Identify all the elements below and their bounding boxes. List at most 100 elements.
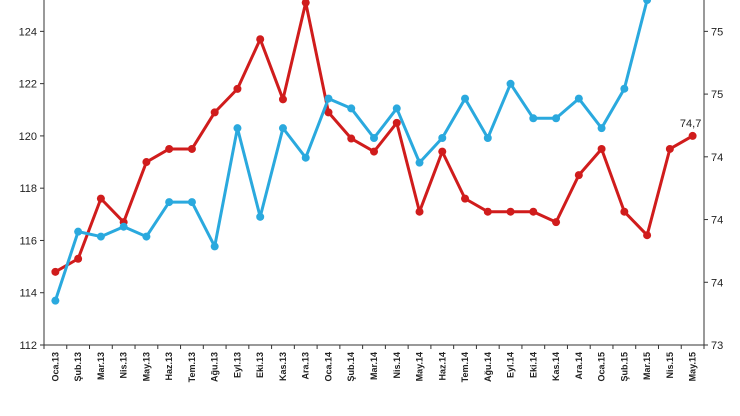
data-point [278,95,287,104]
data-point [461,94,470,103]
data-point [529,114,538,123]
data-point [278,124,287,133]
data-point [461,194,470,203]
left-y-tick-label: 116 [19,235,37,247]
data-point [438,134,447,142]
left-y-tick-label: 124 [19,26,37,38]
data-point [324,108,333,117]
x-tick-label: Ağu.13 [210,352,220,382]
x-tick-label: Nis.15 [665,352,675,379]
x-tick-label: May.15 [688,352,698,381]
x-tick-label: Nis.14 [392,352,402,379]
data-point [233,84,242,93]
x-tick-label: Kas.14 [551,352,561,381]
data-point [119,222,128,231]
right-y-tick-label: 73 [711,340,723,352]
chart-axes [43,0,705,346]
data-point [392,118,401,127]
right-y-tick-label: 74 [711,277,723,289]
data-point [96,194,105,203]
x-tick-label: Tem.13 [187,352,197,382]
data-point [688,131,697,140]
left-y-tick-label: 112 [19,340,37,352]
x-axis-ticks: Oca.13 Şub.13 Mar.13 Nis.13 May.13 Haz.13 Tem.… [43,345,705,382]
data-point [370,147,378,156]
right-y-axis-ticks: 73747474757576 [704,26,723,352]
data-point [392,104,401,113]
x-tick-label: Oca.15 [597,352,607,382]
x-tick-label: Haz.13 [164,352,174,381]
data-point [142,158,151,167]
data-label: 74,7 [680,118,701,130]
x-tick-label: Kas.13 [278,352,288,381]
data-point [552,218,561,227]
data-point [187,144,196,153]
x-tick-label: Eyl.14 [506,352,516,378]
x-tick-label: Eki.13 [255,352,265,378]
data-point [529,207,538,216]
data-point [256,212,265,221]
x-tick-label: Mar.14 [369,352,379,380]
right-y-tick-label: 74 [711,215,723,227]
data-point [347,104,356,113]
data-point [370,134,378,142]
data-point [74,227,83,236]
data-point [256,35,265,44]
data-point [210,242,219,251]
data-point [96,232,105,241]
right-y-tick-label: 74 [711,152,723,164]
data-point [142,232,151,241]
x-tick-label: Şub.14 [346,352,356,382]
x-tick-label: May.14 [415,352,425,381]
x-tick-label: Mar.13 [96,352,106,380]
x-tick-label: Ara.14 [574,352,584,380]
data-point [187,198,196,207]
series-lines [51,0,697,305]
x-tick-label: Ara.13 [301,352,311,380]
data-point [347,134,356,143]
data-point [483,207,492,216]
data-point [74,254,83,263]
data-point [620,84,629,93]
series-line-2 [53,0,649,302]
data-point [324,94,333,103]
x-tick-label: Eki.14 [528,352,538,378]
data-point [165,198,174,207]
data-point [51,267,60,276]
left-y-axis-ticks: 112 114 116 118 120 122 124 [19,26,44,352]
x-tick-label: Nis.13 [119,352,129,379]
data-point [165,144,174,153]
x-tick-label: Oca.14 [323,352,333,382]
x-tick-label: Oca.13 [50,352,60,382]
x-tick-label: Eyl.13 [232,352,242,378]
x-tick-label: Tem.14 [460,352,470,382]
data-point [301,153,310,162]
data-point [301,0,310,7]
right-y-tick-label: 75 [711,26,723,38]
data-labels: 74,7 [680,118,701,130]
right-y-tick-label: 75 [711,89,723,101]
x-tick-label: Mar.15 [642,352,652,380]
data-point [574,94,583,103]
data-point [506,207,515,216]
data-point [643,231,652,240]
data-point [597,144,606,153]
data-point [51,296,60,305]
x-tick-label: Ağu.14 [483,352,493,382]
data-point [483,134,492,142]
data-point [233,124,242,133]
data-point [552,114,561,123]
left-y-tick-label: 122 [19,79,37,91]
x-tick-label: Şub.15 [619,352,629,382]
left-y-tick-label: 114 [19,288,37,300]
x-tick-label: May.13 [141,352,151,381]
x-tick-label: Şub.13 [73,352,83,382]
data-point [643,0,652,4]
data-point [665,144,674,153]
left-y-tick-label: 118 [19,183,37,195]
data-point [574,171,583,180]
data-point [438,147,447,156]
left-y-tick-label: 120 [19,131,37,143]
data-point [210,108,219,117]
